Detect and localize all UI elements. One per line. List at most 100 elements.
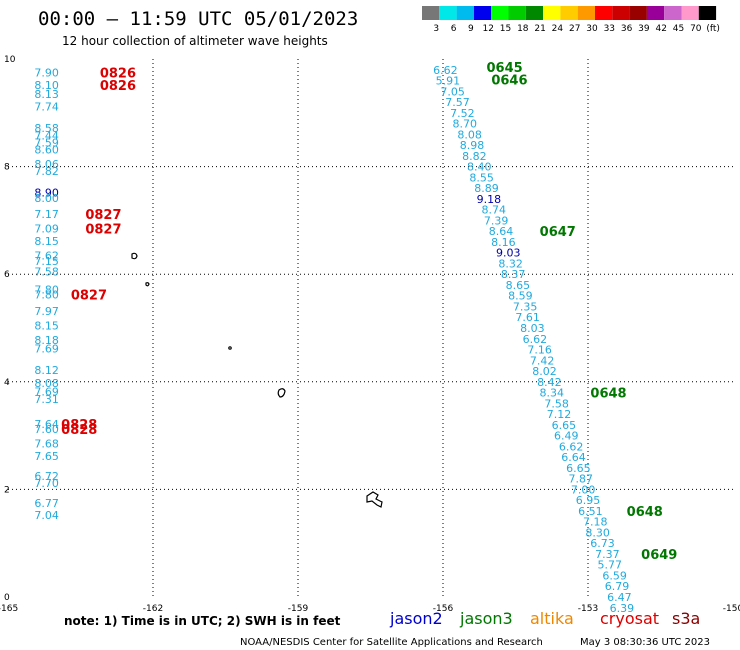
swh-point: 7.12 [547,408,572,421]
swh-point: 7.57 [445,96,470,109]
credit-text: NOAA/NESDIS Center for Satellite Applica… [240,637,543,648]
colorbar-label: 18 [517,24,529,34]
pass-time-label: 0826 [100,66,136,81]
colorbar-swatch [664,6,682,20]
swh-point: 7.59 [34,136,59,149]
swh-point: 8.37 [501,268,526,281]
swh-point: 8.65 [506,279,531,292]
swh-point: 8.02 [532,365,557,378]
swh-point: 7.00 [571,483,596,496]
colorbar-label: 39 [638,24,650,34]
swh-point: 6.73 [590,537,615,550]
colorbar-swatch [473,6,492,20]
swh-point: 7.35 [513,300,538,313]
swh-point: 8.98 [460,139,485,152]
swh-point: 5.91 [436,75,461,88]
swh-point: 7.74 [34,100,59,113]
swh-point: 7.52 [450,107,475,120]
pass-time-label: 0649 [641,548,677,563]
swh-point: 6.72 [34,470,59,483]
swh-point: 7.97 [34,305,59,318]
pass-time-label: 0826 [100,79,136,94]
island-5 [366,491,383,508]
colorbar-swatch [456,6,474,20]
swh-point: 7.42 [530,354,555,367]
swh-point: 6.51 [578,505,603,518]
swh-point: 7.58 [34,266,59,279]
colorbar-label: 70 [690,24,702,34]
x-tick-label: -156 [433,604,454,614]
colorbar-label: 42 [655,24,666,34]
swh-point: 7.09 [34,222,59,235]
swh-point: 6.65 [552,419,577,432]
sat-cryosat: cryosat [600,609,659,628]
colorbar-label: 15 [500,24,511,34]
colorbar-swatch [543,6,561,20]
colorbar-label: 6 [451,24,457,34]
swh-point: 7.18 [583,516,608,529]
swh-point: 7.17 [34,208,59,221]
swh-point: 7.90 [34,66,59,79]
x-tick-label: -153 [578,604,598,614]
island-4 [277,388,286,398]
pass-time-label: 0828 [61,423,97,438]
swh-point: 6.39 [610,602,635,615]
swh-point: 7.58 [544,397,569,410]
swh-point: 8.18 [34,334,59,347]
swh-point: 8.82 [462,150,487,163]
chart-title: 00:00 – 11:59 UTC 05/01/2023 [38,8,358,30]
swh-point: 7.65 [34,450,59,463]
swh-point: 8.74 [482,204,507,217]
swh-point: 9.18 [477,193,502,206]
swh-point: 7.05 [440,85,465,98]
y-tick-label: 4 [4,378,10,388]
swh-point: 7.80 [34,283,59,296]
colorbar-label: 12 [482,24,493,34]
y-tick-label: 6 [4,270,10,280]
swh-point: 7.62 [34,249,59,262]
sat-s3a: s3a [672,609,700,628]
swh-point: 6.62 [433,64,458,77]
swh-point: 7.61 [515,311,540,324]
grid-lines [8,59,733,597]
colorbar-label: 24 [552,24,564,34]
swh-point: 8.13 [34,88,59,101]
swh-point: 6.62 [523,333,548,346]
island-1 [131,252,138,260]
pass-time-label: 0827 [71,289,107,304]
swh-point: 8.60 [34,143,59,156]
colorbar-label: 21 [534,24,545,34]
swh-point: 7.37 [595,548,620,561]
colorbar-label: 36 [621,24,633,34]
swh-point: 7.64 [34,418,59,431]
colorbar-swatch [698,6,717,20]
swh-point: 7.70 [34,477,59,490]
swh-point: 8.32 [498,257,523,270]
swh-point: 7.04 [34,509,59,522]
swh-point: 7.87 [569,473,594,486]
pass-time-label: 0646 [491,73,527,88]
swh-point: 8.08 [34,377,59,390]
swh-point: 7.68 [34,438,59,451]
swh-point: 8.59 [508,290,533,303]
colorbar-label: 30 [586,24,598,34]
swh-point: 6.64 [561,451,586,464]
swh-values: 7.908.108.137.74 8.587.447.598.60 8.067.82… [34,64,634,615]
x-tick-label: -162 [143,604,163,614]
swh-point: 7.31 [34,393,59,406]
swh-point: 8.40 [467,161,492,174]
chart-subtitle: 12 hour collection of altimeter wave hei… [62,34,328,48]
island-shapes [131,252,383,508]
colorbar-swatch [560,6,578,20]
swh-point: 8.30 [585,526,610,539]
swh-point: 6.47 [607,591,632,604]
colorbar-swatch [629,6,647,20]
swh-point: 6.49 [554,430,579,443]
swh-point: 7.69 [34,342,59,355]
swh-point: 5.77 [598,559,623,572]
swh-point: 8.00 [34,192,59,205]
colorbar-label: 27 [569,24,580,34]
colorbar-label: 9 [468,24,474,34]
colorbar-swatch [525,6,544,20]
